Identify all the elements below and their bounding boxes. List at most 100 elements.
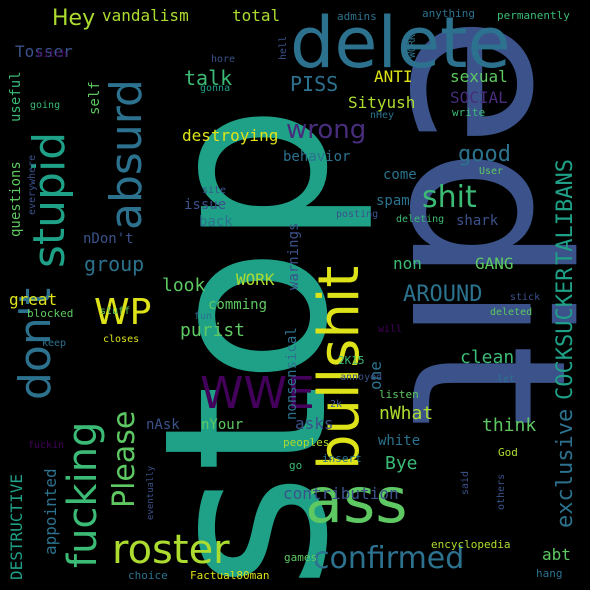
word-nask: nAsk: [146, 417, 180, 433]
word-will: will: [378, 324, 403, 335]
word-blocked: blocked: [27, 307, 74, 320]
word-non: non: [393, 254, 422, 273]
word-destroying: destroying: [182, 126, 279, 145]
word-confirmed: confirmed: [313, 541, 465, 576]
word-wwe: WWE: [200, 368, 315, 419]
word-deleted: deleted: [490, 307, 533, 318]
word-ndont: nDon't: [83, 231, 134, 247]
word-bye: Bye: [385, 453, 418, 474]
word-work: WORK: [407, 33, 418, 58]
word-sityush: Sityush: [348, 93, 416, 112]
word-useful: useful: [8, 71, 24, 122]
word-site: site: [202, 185, 227, 196]
word-please: Please: [107, 410, 142, 508]
word-anti: ANTI: [374, 67, 413, 86]
word-great: great: [9, 290, 58, 309]
word-contribution: contribution: [283, 484, 399, 503]
word-tosser: Tosser: [15, 42, 73, 61]
word-behavior: behavior: [283, 149, 351, 165]
word-spam: spam: [376, 193, 410, 209]
word-2k: 2k: [330, 399, 343, 410]
word-fucking: fucking: [60, 421, 106, 568]
word-listen: listen: [379, 388, 419, 401]
word-sexual: sexual: [450, 67, 508, 86]
word-exclusive: exclusive: [553, 408, 578, 528]
word-asks: asks: [295, 414, 334, 433]
word-warnings: warnings: [286, 222, 302, 290]
word-group: group: [84, 252, 145, 276]
word-delete: delete: [290, 2, 511, 84]
word-2k15: 2K15: [338, 354, 365, 367]
word-hey: Hey: [52, 6, 96, 31]
word-going: going: [30, 100, 61, 111]
word-fuckin: fuckin: [28, 440, 65, 451]
word-issue: issue: [184, 197, 227, 213]
word-peoples: peoples: [283, 436, 330, 449]
word-hell: hell: [278, 35, 289, 60]
word-stuff: stuff: [100, 306, 131, 317]
word-roster: roster: [112, 527, 230, 573]
word-encyclopedia: encyclopedia: [431, 538, 511, 551]
word-clean: clean: [460, 347, 515, 368]
word-ass: ass: [305, 464, 408, 537]
word-talk: talk: [184, 66, 233, 90]
word-write: write: [452, 106, 486, 119]
word-wrong: wrong: [286, 115, 367, 145]
word-around: AROUND: [403, 282, 483, 307]
word-everywhere: everywhere: [27, 154, 38, 215]
word-gang: GANG: [475, 254, 514, 273]
word-piss: PISS: [290, 72, 339, 96]
word-wp: WP: [94, 292, 152, 333]
word-hang: hang: [536, 567, 563, 580]
word-insert: insert: [322, 452, 362, 465]
word-good: good: [458, 142, 511, 167]
word-cocksucker: COCKSUCKER: [553, 267, 578, 400]
word-choice: choice: [128, 569, 168, 582]
word-nhey: nHey: [370, 110, 395, 121]
word-come: come: [383, 167, 417, 183]
word-stick: stick: [510, 292, 541, 303]
word-posting: posting: [336, 209, 379, 220]
word-think: think: [482, 415, 537, 436]
word-work-caps: WORK: [236, 270, 275, 289]
word-white: white: [378, 433, 421, 449]
word-questions: questions: [8, 161, 24, 237]
word-admins: admins: [337, 10, 377, 23]
word-talibans: TALIBANS: [553, 159, 578, 265]
word-bitch: bitch: [37, 49, 68, 60]
word-fun: fun: [194, 311, 213, 322]
word-gonna: gonna: [200, 83, 231, 94]
word-eventually: eventually: [146, 465, 156, 520]
word-go: go: [289, 459, 303, 472]
word-nonsensical: nonsensical: [284, 327, 300, 420]
word-back: back: [199, 214, 233, 230]
word-destructive: DESTRUCTIVE: [7, 474, 26, 580]
word-let: let: [497, 374, 516, 385]
word-keep: keep: [42, 338, 67, 349]
word-purist: purist: [180, 320, 246, 341]
word-user: User: [479, 166, 504, 177]
word-social: SOCIAL: [450, 88, 508, 107]
word-deleting: deleting: [396, 214, 445, 225]
word-nyour: nYour: [201, 417, 244, 433]
word-comming: comming: [208, 297, 268, 313]
word-total: total: [232, 6, 281, 25]
word-vandalism: vandalism: [102, 6, 189, 25]
word-annoyed: annoyed: [340, 372, 383, 383]
word-permanently: permanently: [497, 9, 570, 22]
word-appointed: appointed: [41, 468, 60, 555]
word-anything: anything: [422, 7, 475, 20]
word-said: said: [460, 470, 471, 495]
word-closes: closes: [103, 334, 140, 345]
word-factual80man: Factual80man: [190, 569, 270, 582]
word-god: God: [498, 446, 518, 459]
word-shark: shark: [456, 213, 499, 229]
word-others: others: [496, 473, 507, 510]
word-hore: hore: [211, 54, 236, 65]
word-abt: abt: [542, 545, 571, 564]
word-nwhat: nWhat: [379, 403, 434, 424]
word-self: self: [87, 81, 103, 115]
word-absurd: absurd: [101, 79, 152, 230]
word-look: look: [162, 275, 206, 296]
